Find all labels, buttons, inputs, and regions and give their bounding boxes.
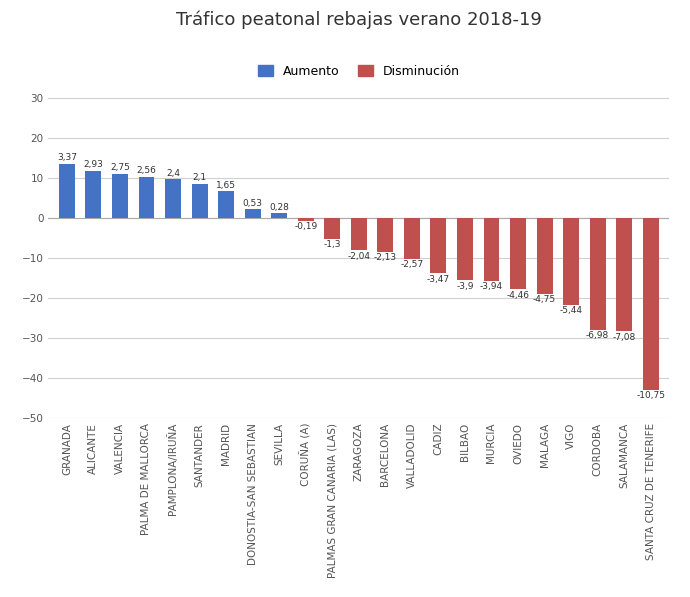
Bar (59, 164, 75, 218)
Text: -2,04: -2,04 (347, 252, 371, 261)
Bar (404, 218, 420, 259)
Text: -3,9: -3,9 (456, 282, 474, 291)
Text: 0,53: 0,53 (243, 199, 263, 208)
Text: -4,75: -4,75 (533, 296, 556, 304)
Bar (112, 174, 128, 218)
Bar (590, 218, 606, 330)
Text: -2,13: -2,13 (374, 254, 397, 263)
Text: 2,56: 2,56 (137, 166, 157, 175)
Bar (457, 218, 473, 280)
Text: 2,4: 2,4 (166, 169, 180, 178)
Bar (431, 218, 446, 273)
Bar (139, 177, 155, 218)
Bar (86, 171, 101, 218)
Bar (510, 218, 526, 289)
Bar (484, 218, 500, 281)
Bar (324, 218, 340, 239)
Text: 2,75: 2,75 (110, 163, 130, 172)
Bar (192, 184, 208, 218)
Bar (377, 218, 393, 252)
Bar (351, 218, 367, 250)
Bar (298, 218, 314, 221)
Text: -10,75: -10,75 (636, 392, 665, 401)
Text: -0,19: -0,19 (294, 222, 317, 232)
Text: -5,44: -5,44 (560, 306, 582, 315)
Text: -4,46: -4,46 (506, 291, 529, 300)
Bar (537, 218, 553, 294)
Text: -1,3: -1,3 (324, 240, 341, 249)
Text: 1,65: 1,65 (216, 181, 236, 190)
Bar (643, 218, 659, 390)
Text: 0,28: 0,28 (269, 202, 289, 212)
Text: 3,37: 3,37 (57, 153, 77, 162)
Legend: Aumento, Disminución: Aumento, Disminución (253, 60, 465, 83)
Bar (271, 213, 287, 218)
Bar (218, 191, 234, 218)
Text: -3,94: -3,94 (480, 282, 503, 291)
Title: Tráfico peatonal rebajas verano 2018-19: Tráfico peatonal rebajas verano 2018-19 (176, 10, 542, 29)
Text: -3,47: -3,47 (427, 275, 450, 284)
Bar (563, 218, 579, 305)
Text: -2,57: -2,57 (400, 260, 424, 269)
Text: 2,93: 2,93 (83, 160, 104, 169)
Bar (245, 209, 261, 218)
Bar (616, 218, 632, 331)
Text: -6,98: -6,98 (586, 331, 609, 340)
Bar (165, 179, 181, 218)
Text: 2,1: 2,1 (193, 174, 206, 183)
Text: -7,08: -7,08 (613, 333, 635, 341)
